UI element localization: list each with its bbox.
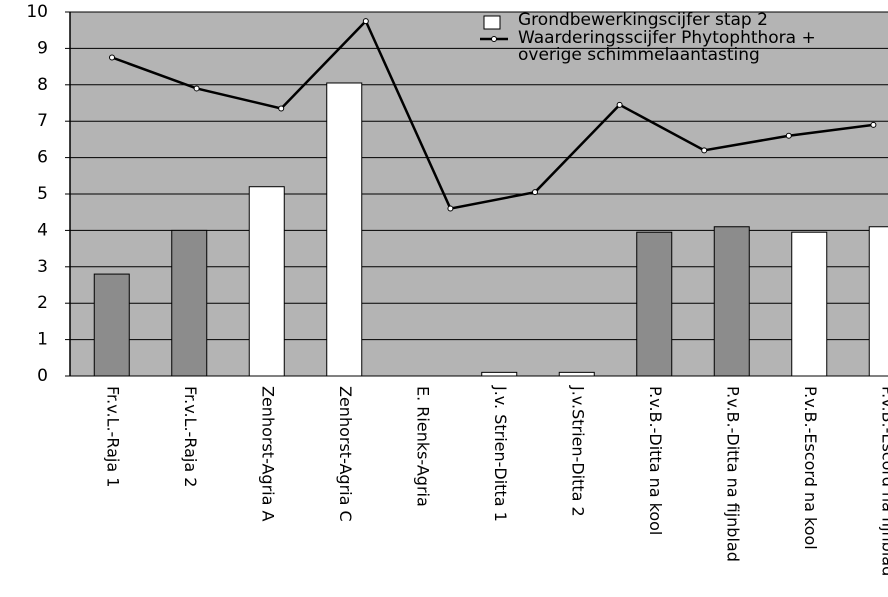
- x-tick-label: Zenhorst-Agria A: [258, 386, 277, 522]
- y-tick-label: 4: [37, 220, 48, 240]
- bar: [713, 226, 750, 377]
- bar: [248, 186, 285, 377]
- line-point: [193, 85, 200, 92]
- line-point: [616, 101, 623, 108]
- line-point: [362, 18, 369, 25]
- y-tick-label: 6: [37, 148, 48, 168]
- bar: [171, 229, 208, 377]
- line-point: [870, 121, 877, 128]
- line-point: [278, 105, 285, 112]
- x-tick-label: J.v.Strien-Ditta 2: [568, 385, 587, 517]
- x-tick-label: Zenhorst-Agria C: [336, 386, 355, 522]
- legend-label: Waarderingsscijfer Phytophthora + overig…: [518, 28, 816, 65]
- line-point: [785, 132, 792, 139]
- y-tick-label: 5: [37, 184, 48, 204]
- y-tick-label: 10: [26, 2, 48, 22]
- line-point: [532, 189, 538, 196]
- line-series: [111, 18, 874, 210]
- bar: [93, 273, 130, 377]
- x-tick-label: P.v.B.-Escord na fijnblad: [878, 386, 888, 576]
- x-tick-label: P.v.B.-Ditta na kool: [646, 386, 665, 535]
- bar: [636, 231, 673, 377]
- line-point: [701, 147, 708, 154]
- line-point: [109, 54, 115, 61]
- bar: [558, 371, 595, 377]
- bar: [481, 371, 518, 377]
- bar: [326, 82, 363, 377]
- y-tick-label: 8: [37, 75, 48, 95]
- y-tick-label: 7: [37, 111, 48, 131]
- line-point: [447, 205, 454, 212]
- legend-swatch: [483, 15, 501, 30]
- x-tick-label: Fr.v.L.-Raja 2: [181, 386, 200, 487]
- x-tick-label: P.v.B.-Escord na kool: [801, 386, 820, 550]
- y-tick-label: 0: [37, 366, 48, 386]
- x-tick-label: E. Rienks-Agria: [413, 386, 432, 507]
- y-tick-label: 9: [37, 38, 48, 58]
- y-tick-label: 1: [37, 330, 48, 350]
- y-tick-label: 2: [37, 293, 48, 313]
- x-tick-label: P.v.B.-Ditta na fijnblad: [723, 386, 742, 562]
- x-tick-label: Fr.v.L.-Raja 1: [103, 386, 122, 487]
- bar: [791, 231, 828, 377]
- bar: [868, 226, 888, 377]
- legend-swatch: [491, 36, 497, 42]
- legend-label: Grondbewerkingscijfer stap 2: [518, 10, 768, 30]
- y-tick-label: 3: [37, 257, 48, 277]
- x-tick-label: J.v. Strien-Ditta 1: [491, 385, 510, 522]
